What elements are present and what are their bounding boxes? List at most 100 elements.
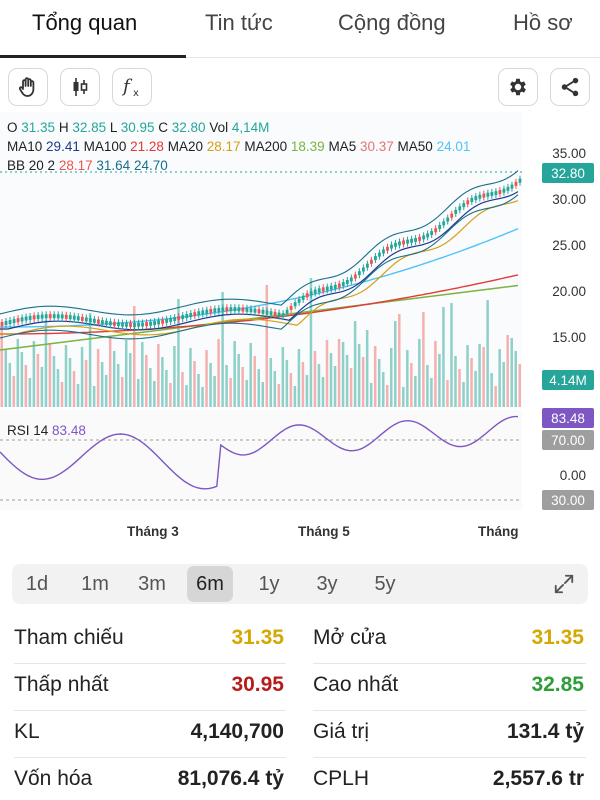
volume-bar — [128, 353, 132, 407]
candle-body — [430, 231, 434, 236]
stat-value: 32.85 — [531, 673, 584, 696]
candle-body — [353, 274, 357, 279]
share-icon[interactable] — [550, 68, 590, 106]
tab-tin-tuc[interactable]: Tin tức — [205, 10, 273, 35]
volume-bar — [486, 300, 489, 407]
range-1m-button[interactable]: 1m — [81, 572, 109, 595]
expand-icon[interactable] — [544, 566, 584, 602]
volume-bar — [498, 349, 501, 407]
candle-body — [289, 305, 293, 310]
divider — [14, 663, 286, 664]
ma200-line — [0, 284, 519, 351]
volume-bar — [52, 356, 56, 407]
tab-cong-dong[interactable]: Cộng đồng — [338, 10, 446, 35]
volume-bar — [385, 385, 389, 407]
rsi-lower-tag: 30.00 — [542, 490, 594, 510]
divider — [14, 757, 286, 758]
volume-bar — [157, 344, 160, 407]
candle-body — [233, 307, 237, 312]
volume-bar — [478, 344, 481, 407]
candle-body — [277, 312, 281, 317]
stat-row: Tham chiếu 31.35 Mở cửa 31.35 — [0, 618, 600, 664]
volume-bar — [466, 345, 469, 407]
volume-bar — [100, 362, 104, 407]
volume-bar — [317, 364, 321, 407]
volume-bar — [426, 365, 429, 407]
rsi-upper-tag: 70.00 — [542, 430, 594, 450]
volume-bar — [329, 353, 333, 407]
range-1d-button[interactable]: 1d — [25, 572, 49, 595]
tab-ho-so[interactable]: Hồ sơ — [513, 10, 573, 35]
candle-body — [185, 314, 189, 319]
range-3y-button[interactable]: 3y — [316, 572, 338, 595]
gear-icon[interactable] — [498, 68, 538, 106]
volume-bar — [237, 354, 240, 407]
ohlc-readout: O 31.35 H 32.85 L 30.95 C 32.80 Vol 4,14… — [7, 120, 270, 135]
volume-bar — [309, 278, 313, 407]
range-5y-button[interactable]: 5y — [374, 572, 396, 595]
volume-bar — [185, 385, 188, 407]
candle-body — [466, 200, 470, 205]
candle-body — [374, 256, 377, 261]
candle-body — [113, 321, 116, 326]
hand-icon[interactable] — [8, 68, 48, 106]
volume-bar — [265, 285, 269, 407]
candle-body — [157, 320, 161, 325]
candle-body — [141, 322, 144, 327]
svg-text:f: f — [121, 76, 133, 97]
candle-body — [72, 315, 76, 320]
ma-readout: MA10 29.41 MA100 21.28 MA20 28.17 MA200 … — [7, 139, 471, 154]
candle-body — [48, 314, 52, 319]
range-selector: 1d 1m 3m 6m 1y 3y 5y — [12, 564, 588, 604]
candle-body — [434, 228, 438, 233]
candle-body — [28, 315, 32, 320]
volume-bar — [277, 384, 281, 407]
range-3m-button[interactable]: 3m — [138, 572, 166, 595]
candle-body — [418, 236, 422, 241]
volume-bar — [341, 342, 345, 407]
candle-body — [313, 289, 317, 294]
range-1y-button[interactable]: 1y — [258, 572, 280, 595]
volume-bar — [273, 371, 277, 407]
volume-bar — [462, 382, 465, 407]
volume-bar — [16, 339, 20, 407]
volume-bar — [381, 372, 385, 407]
volume-bar — [281, 347, 285, 407]
volume-bar — [430, 378, 433, 407]
price-axis-label: 15.00 — [552, 330, 586, 345]
candle-body — [325, 286, 329, 291]
candle-body — [382, 249, 385, 254]
candle-body — [149, 321, 152, 326]
candle-body — [8, 320, 12, 325]
candle-body — [145, 322, 148, 327]
candle-body — [329, 285, 333, 290]
volume-bar — [217, 339, 220, 407]
divider — [313, 757, 586, 758]
candle-body — [366, 263, 369, 268]
volume-bar — [418, 339, 421, 407]
volume-bar — [124, 340, 128, 407]
volume-bar — [446, 380, 449, 407]
candlestick-icon[interactable] — [60, 68, 100, 106]
volume-bar — [402, 387, 405, 407]
bollinger-lower — [0, 194, 519, 340]
candle-body — [181, 315, 185, 320]
stat-label: Cao nhất — [313, 673, 399, 696]
candle-body — [253, 308, 257, 313]
rsi-line — [0, 415, 518, 490]
volume-bar — [161, 357, 164, 407]
price-chart[interactable]: O 31.35 H 32.85 L 30.95 C 32.80 Vol 4,14… — [0, 112, 600, 552]
volume-bar — [68, 358, 72, 407]
range-6m-button[interactable]: 6m — [187, 566, 233, 602]
month-label: Tháng 3 — [127, 524, 179, 539]
volume-bar — [490, 373, 493, 407]
candle-body — [478, 194, 482, 199]
stat-row: KL 4,140,700 Giá trị 131.4 tỷ — [0, 712, 600, 758]
volume-bar — [365, 330, 369, 407]
stat-value: 4,140,700 — [190, 720, 284, 743]
candle-body — [361, 267, 365, 272]
tab-tong-quan[interactable]: Tổng quan — [32, 10, 138, 35]
volume-bar — [56, 369, 60, 407]
volume-bar — [261, 382, 265, 407]
